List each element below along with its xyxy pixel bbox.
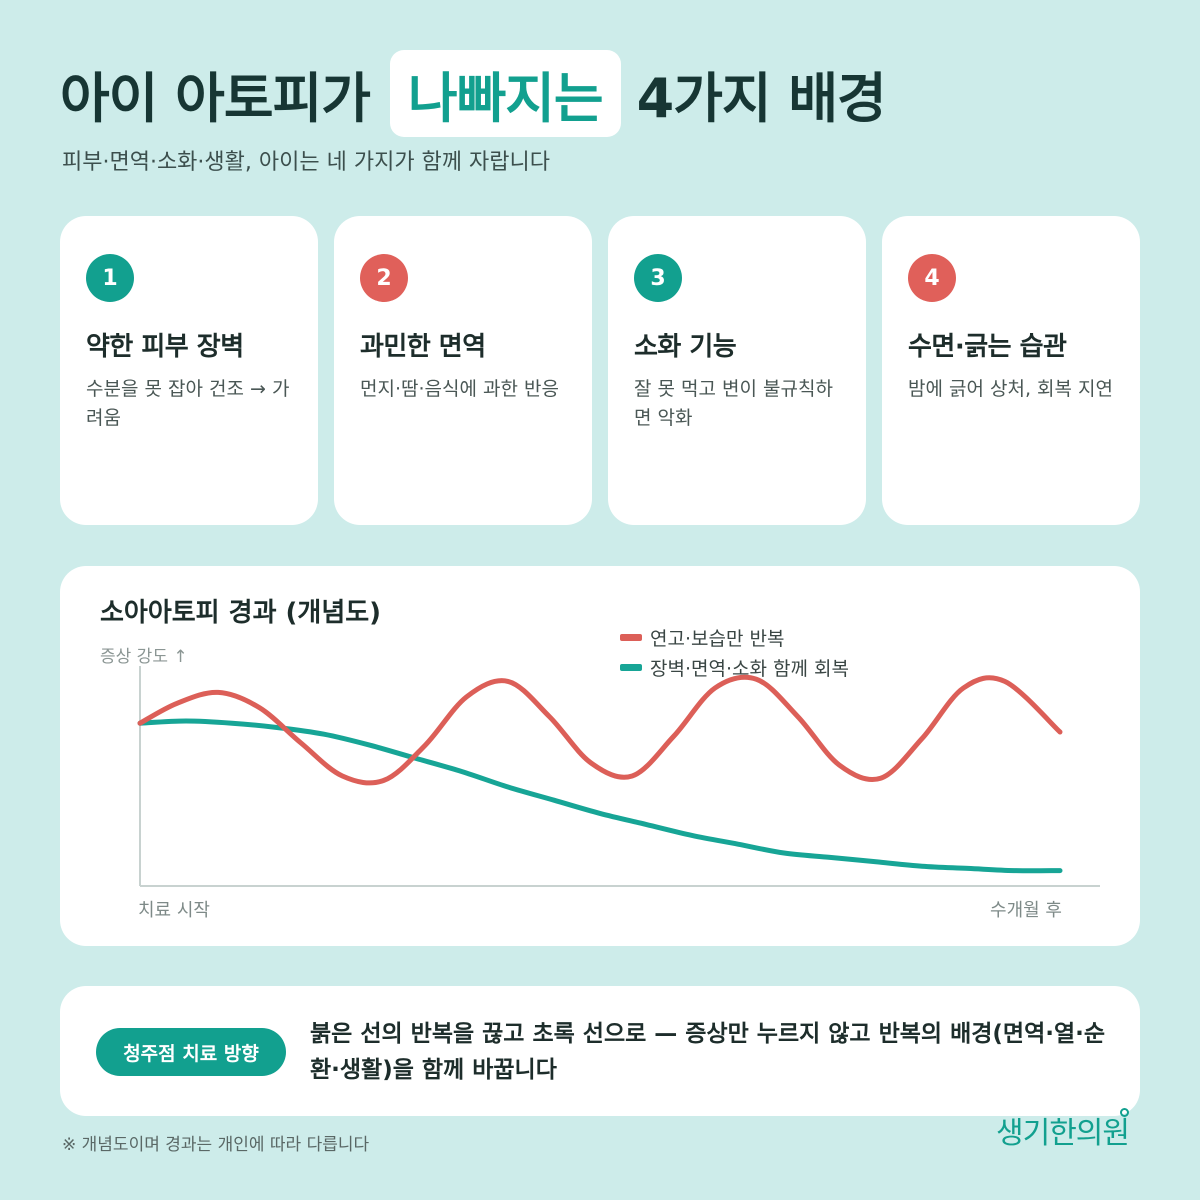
chart-title: 소아아토피 경과 (개념도) [100, 598, 382, 628]
card-immune: 2 과민한 면역 먼지·땀·음식에 과한 반응 [334, 216, 592, 525]
card-desc: 수분을 못 잡아 건조 → 가려움 [86, 378, 290, 429]
chart-y-axis-label: 증상 강도 ↑ [100, 647, 188, 667]
card-title: 과민한 면역 [360, 332, 486, 362]
card-number-badge: 2 [360, 254, 408, 302]
footnote: ※ 개념도이며 경과는 개인에 따라 다릅니다 [62, 1135, 370, 1155]
legend-swatch-red [620, 633, 642, 641]
chart-x-end-label: 수개월 후 [990, 900, 1062, 921]
card-number-badge: 4 [908, 254, 956, 302]
card-skin-barrier: 1 약한 피부 장벽 수분을 못 잡아 건조 → 가려움 [60, 216, 318, 525]
series-line-ointment [137, 674, 1063, 786]
card-title: 소화 기능 [634, 332, 737, 362]
legend-swatch-teal [620, 663, 642, 671]
chart-x-start-label: 치료 시작 [138, 900, 210, 921]
legend-label: 장벽·면역·소화 함께 회복 [650, 657, 849, 680]
chart-legend: 연고·보습만 반복 장벽·면역·소화 함께 회복 [620, 622, 849, 682]
page-subtitle: 피부·면역·소화·생활, 아이는 네 가지가 함께 자랍니다 [62, 150, 550, 175]
card-desc: 밤에 긁어 상처, 회복 지연 [908, 378, 1113, 400]
title-prefix: 아이 아토피가 [60, 66, 371, 130]
chart-panel: 소아아토피 경과 (개념도) 증상 강도 ↑ 연고·보습만 반복 장벽·면역·소… [60, 566, 1140, 946]
chart-plot [137, 666, 1100, 887]
card-sleep-scratching: 4 수면·긁는 습관 밤에 긁어 상처, 회복 지연 [882, 216, 1140, 525]
card-desc: 잘 못 먹고 변이 불규칙하면 악화 [634, 378, 833, 429]
page-title: 아이 아토피가 나빠지는 4가지 배경 [60, 49, 887, 137]
legend-label: 연고·보습만 반복 [650, 627, 785, 650]
clinic-logo: 생기한의원 [996, 1116, 1130, 1151]
treatment-direction-panel: 청주점 치료 방향 붉은 선의 반복을 끊고 초록 선으로 — 증상만 누르지 … [60, 986, 1140, 1116]
logo-dot-icon [1120, 1108, 1129, 1117]
treatment-direction-text: 붉은 선의 반복을 끊고 초록 선으로 — 증상만 누르지 않고 반복의 배경(… [310, 1021, 1106, 1083]
title-highlight: 나빠지는 [389, 49, 621, 137]
card-number-badge: 3 [634, 254, 682, 302]
series-line-recovery [137, 718, 1063, 874]
card-title: 약한 피부 장벽 [86, 332, 244, 362]
card-digestion: 3 소화 기능 잘 못 먹고 변이 불규칙하면 악화 [608, 216, 866, 525]
treatment-direction-pill: 청주점 치료 방향 [96, 1028, 286, 1076]
card-title: 수면·긁는 습관 [908, 332, 1067, 362]
legend-item-ointment: 연고·보습만 반복 [620, 622, 849, 652]
card-number-badge: 1 [86, 254, 134, 302]
legend-item-recovery: 장벽·면역·소화 함께 회복 [620, 652, 849, 682]
title-suffix: 4가지 배경 [636, 66, 887, 130]
card-desc: 먼지·땀·음식에 과한 반응 [360, 378, 559, 400]
